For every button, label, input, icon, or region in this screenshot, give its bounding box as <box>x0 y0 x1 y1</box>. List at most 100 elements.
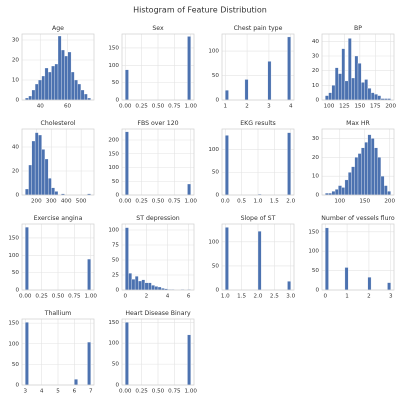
axes-frame <box>121 33 195 101</box>
bar <box>364 142 368 196</box>
y-tick-label: 50 <box>212 170 220 176</box>
bar <box>151 285 155 291</box>
x-tick-label: 1.5 <box>270 199 279 205</box>
x-tick-label: 60 <box>64 104 72 110</box>
bar <box>87 341 91 386</box>
x-tick-label: 2 <box>245 104 249 110</box>
bar <box>374 93 378 101</box>
x-tick-label: 2 <box>145 294 149 300</box>
panel-title: Max HR <box>346 120 370 127</box>
x-tick-label: 2 <box>367 294 371 300</box>
y-tick-label: 100 <box>8 341 19 347</box>
bar <box>380 175 385 196</box>
x-tick-label: 0.00 <box>119 104 132 110</box>
y-tick-label: 30 <box>312 54 320 60</box>
bar <box>341 48 346 101</box>
y-tick-label: 0 <box>15 383 19 389</box>
y-tick-label: 0 <box>15 193 19 199</box>
bar <box>374 147 378 196</box>
x-tick-label: 0.50 <box>152 104 165 110</box>
x-tick-label: 40 <box>37 104 45 110</box>
panel-title: Thallium <box>44 310 72 317</box>
x-tick-label: 4 <box>40 389 44 395</box>
bar <box>334 189 339 196</box>
x-tick-label: 1.00 <box>184 104 197 110</box>
panel: EKG results 0 50 100 0.0 0.5 1.0 1.5 2.0 <box>208 120 295 205</box>
x-tick-label: 200 <box>384 199 395 205</box>
y-tick-label: 100 <box>108 63 119 69</box>
bar <box>44 67 49 101</box>
y-tick-label: 150 <box>8 321 19 327</box>
y-tick-label: 100 <box>8 253 19 259</box>
x-tick-label: 4 <box>166 294 170 300</box>
bar <box>157 286 162 291</box>
bar <box>125 227 129 291</box>
bar <box>25 322 29 386</box>
panel-title: BP <box>354 25 362 32</box>
bar <box>74 379 78 386</box>
bar <box>138 280 142 291</box>
panel-title: Number of vessels fluro <box>321 215 395 222</box>
y-tick-label: 50 <box>212 263 220 269</box>
axes-frame <box>121 128 195 196</box>
y-tick-label: 0 <box>215 288 219 294</box>
bar <box>31 140 36 196</box>
x-tick-label: 0 <box>323 294 327 300</box>
bar <box>354 157 359 196</box>
y-tick-label: 0 <box>15 98 19 104</box>
x-tick-label: 175 <box>370 104 381 110</box>
y-tick-label: 50 <box>12 362 20 368</box>
bar <box>348 172 352 196</box>
bar <box>31 89 36 101</box>
x-tick-label: 500 <box>76 199 87 205</box>
y-tick-label: 50 <box>112 362 120 368</box>
panel: Age 0 10 20 30 40 60 <box>12 25 95 110</box>
axes-frame <box>121 223 195 291</box>
x-tick-label: 2.0 <box>254 294 263 300</box>
y-tick-label: 200 <box>108 138 119 144</box>
bar <box>225 227 229 291</box>
y-tick-label: 0 <box>115 383 119 389</box>
bar <box>28 95 32 101</box>
bar <box>244 79 249 101</box>
bar <box>344 80 349 101</box>
x-tick-label: 2.5 <box>270 294 279 300</box>
x-tick-label: 0.50 <box>152 389 165 395</box>
panel-title: Chest pain type <box>234 25 283 32</box>
bar <box>25 188 29 196</box>
panel: Heart Disease Binary 0 50 100 150 0.00 0.25 0.5… <box>108 310 197 395</box>
bar <box>344 267 349 291</box>
bar <box>125 131 129 196</box>
bar <box>257 231 262 291</box>
axes-frame <box>21 33 95 101</box>
x-tick-label: 1.0 <box>254 199 263 205</box>
panel-title: Sex <box>152 25 164 32</box>
bar <box>148 282 152 291</box>
bar <box>361 82 365 101</box>
bar <box>357 63 362 101</box>
bar <box>287 281 291 291</box>
bar <box>51 65 55 101</box>
y-tick-label: 50 <box>112 80 120 86</box>
bar <box>377 157 382 196</box>
x-tick-label: 1.5 <box>237 294 246 300</box>
y-tick-label: 50 <box>12 270 20 276</box>
y-tick-label: 75 <box>112 243 120 249</box>
panel: Thallium 0 50 100 150 3 4 5 6 7 <box>8 310 95 395</box>
bar <box>64 55 68 101</box>
bar <box>384 185 388 196</box>
panel: ST depression 0 25 50 75 100 0 2 4 6 <box>108 215 195 300</box>
x-tick-label: 0.00 <box>119 389 132 395</box>
axes-frame <box>21 223 95 291</box>
bar <box>51 187 55 196</box>
x-tick-label: 2.0 <box>286 199 295 205</box>
bar <box>34 132 39 196</box>
panel: Cholesterol 0 20 40 200 300 400 500 <box>12 120 95 205</box>
y-tick-label: 100 <box>208 49 219 55</box>
bar <box>28 164 32 196</box>
bar <box>348 38 352 101</box>
panel-title: Age <box>52 25 64 32</box>
y-tick-label: 0 <box>215 193 219 199</box>
bar <box>77 83 82 101</box>
bar <box>80 89 85 101</box>
